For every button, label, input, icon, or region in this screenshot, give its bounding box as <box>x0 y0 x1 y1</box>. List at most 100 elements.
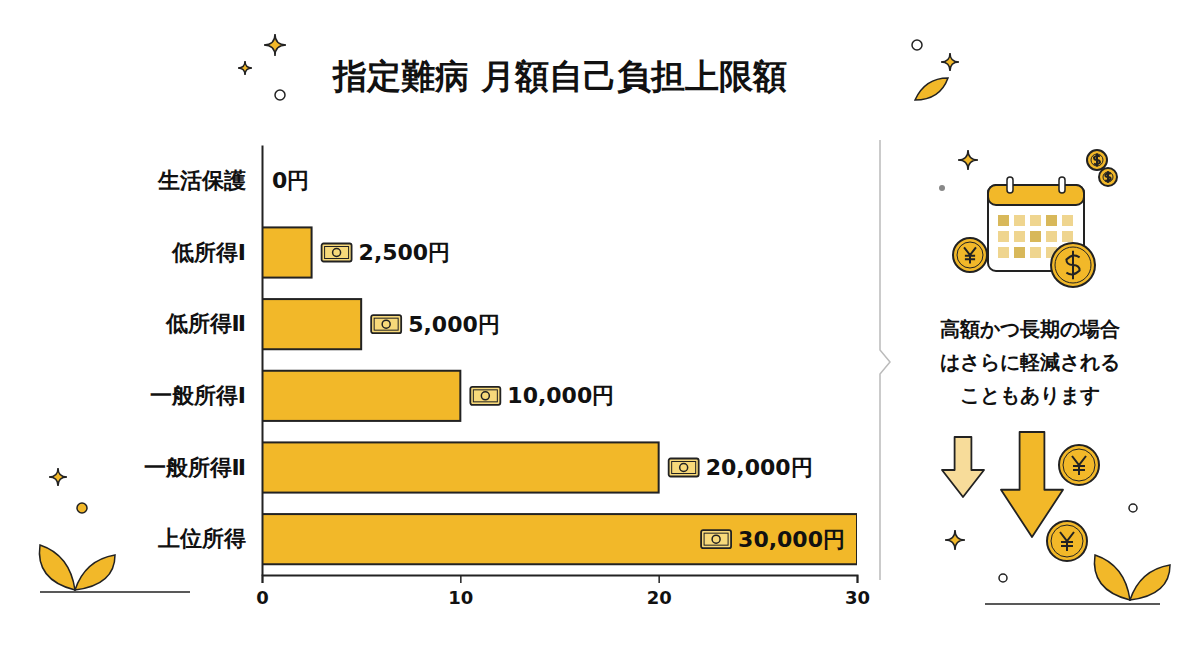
coin <box>1099 168 1117 186</box>
coin <box>1087 150 1107 170</box>
calendar-cell <box>1030 231 1041 242</box>
coin-symbol <box>964 247 976 263</box>
bar <box>262 299 361 349</box>
dot <box>939 185 945 191</box>
calendar-cell <box>1030 215 1041 226</box>
calendar-cell <box>998 247 1009 258</box>
sparkle <box>49 468 67 486</box>
calendar-cell <box>1014 215 1025 226</box>
chart: 指定難病 月額自己負担上限額生活保護低所得Ⅰ 低所得Ⅱ 一般所得Ⅰ 一般所得Ⅱ 上位所得… <box>0 0 1200 655</box>
coin <box>953 238 987 272</box>
banknote-coin <box>680 464 688 472</box>
dot <box>912 40 922 50</box>
banknote-inner <box>704 533 728 545</box>
calendar-cell <box>1014 231 1025 242</box>
x-tick-label: 10 <box>448 587 473 608</box>
banknote-icon <box>322 244 352 262</box>
category-label: 低所得Ⅱ <box>165 311 247 336</box>
ground <box>985 603 1160 605</box>
coin-symbol <box>1105 171 1110 183</box>
annotation-line: こともあります <box>960 383 1100 407</box>
calendar-header <box>988 185 1084 205</box>
x-axis: 0 10 20 30 <box>256 575 870 608</box>
bar <box>262 514 857 564</box>
dot <box>77 503 87 513</box>
title: 指定難病 月額自己負担上限額 <box>331 56 787 96</box>
y-tick: 上位所得 <box>157 526 262 551</box>
coin-rim <box>957 242 983 268</box>
banknote-body <box>371 315 401 333</box>
banknote-inner <box>374 318 398 330</box>
banknote-coin <box>481 392 489 400</box>
x-tick-mark <box>658 575 660 583</box>
coin <box>1051 243 1095 287</box>
data-label: 5,000円 <box>408 312 500 337</box>
calendar-ring <box>1059 177 1065 193</box>
bar <box>262 442 659 492</box>
y-tick: 一般所得Ⅰ <box>150 383 262 408</box>
y-tick: 低所得Ⅱ <box>165 311 263 336</box>
category-label: 一般所得Ⅱ <box>144 455 247 480</box>
calendar-cell <box>1014 247 1025 258</box>
divider <box>880 140 890 580</box>
calendar-cell <box>1030 247 1041 258</box>
calendar-cell <box>998 231 1009 242</box>
x-axis-line <box>263 576 858 584</box>
data-label: 0円 <box>272 168 309 193</box>
y-tick: 一般所得Ⅱ <box>144 455 263 480</box>
coin-rim <box>1063 449 1095 481</box>
dot <box>275 90 285 100</box>
bars <box>262 227 857 564</box>
x-tick-mark <box>857 575 859 583</box>
x-tick-label: 30 <box>845 587 870 608</box>
category-label: 一般所得Ⅰ <box>150 383 246 408</box>
coin-symbol <box>1094 154 1100 167</box>
sparkle <box>941 53 959 71</box>
coin-rim <box>1091 154 1103 166</box>
data-label: 30,000円 <box>738 527 845 552</box>
banknote-coin <box>712 535 720 543</box>
calendar-ring <box>1007 177 1013 193</box>
down-arrow <box>1001 432 1063 537</box>
dot <box>999 574 1007 582</box>
banknote-coin <box>333 249 341 257</box>
coin <box>1059 445 1099 485</box>
banknote-inner <box>325 247 349 259</box>
ground <box>40 591 190 593</box>
coin-symbol <box>1072 456 1086 475</box>
x-tick-mark <box>460 575 462 583</box>
y-tick: 生活保護 <box>157 168 262 193</box>
dot <box>1129 504 1137 512</box>
banknote-icon <box>669 459 699 477</box>
x-tick-mark <box>262 575 264 583</box>
x-tick: 0 <box>256 575 269 608</box>
calendar-cell <box>1062 215 1073 226</box>
data-label: 20,000円 <box>706 455 813 480</box>
category-label: 生活保護 <box>157 168 246 193</box>
banknote-body <box>669 459 699 477</box>
banknote-inner <box>672 462 696 474</box>
coin <box>1047 521 1087 561</box>
banknote-icon <box>371 315 401 333</box>
y-tick: 低所得Ⅰ <box>171 240 262 265</box>
annotation-line: はさらに軽減される <box>940 350 1120 374</box>
sparkle <box>958 150 978 170</box>
banknote-body <box>701 530 731 548</box>
leaf <box>75 555 115 590</box>
sparkle <box>238 61 252 75</box>
category-label: 低所得Ⅰ <box>171 240 246 265</box>
sparkle <box>945 530 965 550</box>
annotation-line: 高額かつ長期の場合 <box>940 317 1120 341</box>
x-tick-label: 20 <box>647 587 672 608</box>
down-arrow <box>942 437 984 497</box>
coin-symbol <box>1066 251 1079 280</box>
category-label: 上位所得 <box>157 526 246 551</box>
leaf <box>1094 555 1130 600</box>
coin-rim <box>1103 172 1113 182</box>
banknote-icon <box>470 387 500 405</box>
x-tick: 30 <box>845 575 870 608</box>
annotation: 高額かつ長期の場合はさらに軽減されることもあります <box>940 317 1120 407</box>
calendar-cell <box>1062 231 1073 242</box>
x-tick: 20 <box>647 575 672 608</box>
x-tick-label: 0 <box>256 587 269 608</box>
